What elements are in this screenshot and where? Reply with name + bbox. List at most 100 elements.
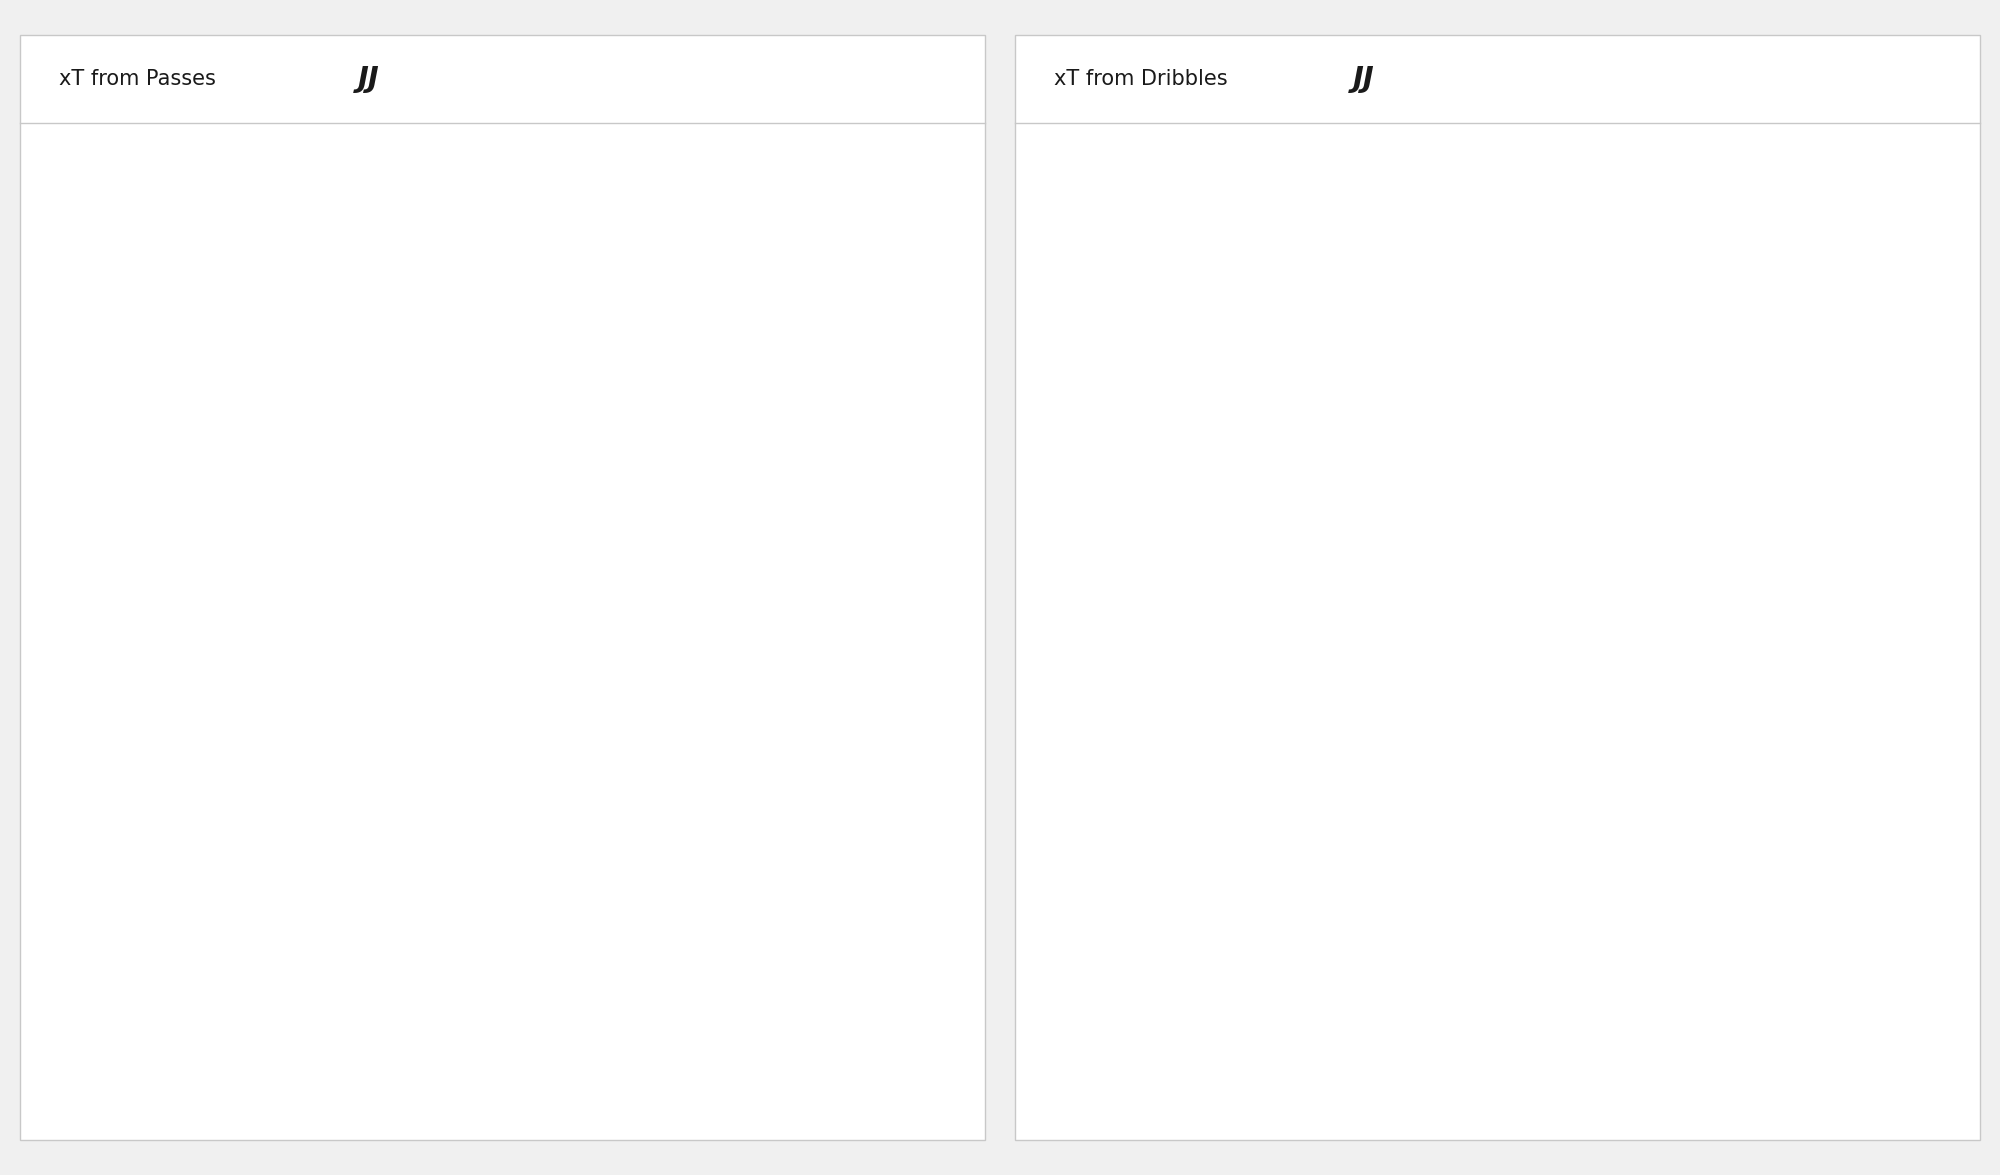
Text: 0.17: 0.17 <box>764 1026 792 1039</box>
Bar <box>1356 1015 1450 1048</box>
Text: xT from Dribbles: xT from Dribbles <box>1054 69 1228 89</box>
Text: JJ: JJ <box>1352 66 1374 93</box>
Bar <box>628 189 688 222</box>
Bar <box>628 1015 756 1048</box>
Bar <box>1450 253 1590 286</box>
Text: 0.26: 0.26 <box>832 263 860 276</box>
Text: 0: 0 <box>1438 200 1446 213</box>
Bar <box>628 508 704 540</box>
Text: 0: 0 <box>1438 454 1446 466</box>
Text: -0.126: -0.126 <box>484 454 526 466</box>
Text: 0.11: 0.11 <box>718 454 746 466</box>
Text: xT from Passes: xT from Passes <box>58 69 216 89</box>
Text: 0.08: 0.08 <box>694 200 724 213</box>
Bar <box>610 571 628 604</box>
Text: -0.032: -0.032 <box>556 517 598 530</box>
Text: 0.23: 0.23 <box>808 771 838 784</box>
Bar <box>1450 761 1476 794</box>
Text: Luca Pellegrini: Luca Pellegrini <box>276 644 372 657</box>
Text: Luca Pellegrini: Luca Pellegrini <box>1170 454 1268 466</box>
Text: 0: 0 <box>1460 898 1468 912</box>
Text: 0.10: 0.10 <box>710 517 740 530</box>
Text: Danilo Luiz da Silva: Danilo Luiz da Silva <box>242 327 372 340</box>
Text: Leonardo Bonucci: Leonardo Bonucci <box>1148 517 1268 530</box>
Bar <box>628 698 894 731</box>
Text: 0.07: 0.07 <box>688 1089 716 1102</box>
Text: -0.048: -0.048 <box>542 1089 586 1102</box>
Text: Wojciech  Szczęsny: Wojciech Szczęsny <box>244 200 372 213</box>
Bar <box>1450 825 1470 858</box>
Text: 0: 0 <box>1438 898 1446 912</box>
Text: 0: 0 <box>1438 771 1446 784</box>
Bar <box>530 761 628 794</box>
Bar <box>620 952 628 985</box>
Bar <box>532 443 628 477</box>
Text: 0.23: 0.23 <box>808 327 838 340</box>
Text: 0.004: 0.004 <box>1480 1089 1518 1102</box>
Bar <box>604 508 628 540</box>
Text: 0: 0 <box>1438 707 1446 720</box>
Text: 0: 0 <box>1460 580 1468 593</box>
Bar <box>1450 380 1470 414</box>
Text: 0: 0 <box>1460 517 1468 530</box>
Bar <box>628 888 666 921</box>
Bar <box>536 380 628 414</box>
Bar <box>592 1079 628 1112</box>
Bar <box>628 761 802 794</box>
Text: -0.009: -0.009 <box>1360 263 1402 276</box>
Text: 0: 0 <box>1438 580 1446 593</box>
Text: 0: 0 <box>1438 834 1446 847</box>
Text: -0.029: -0.029 <box>558 898 600 912</box>
Text: Arthur Henrique Ramos
de Oliveira Melo: Arthur Henrique Ramos de Oliveira Melo <box>1110 827 1268 855</box>
Text: Manuel Locatelli: Manuel Locatelli <box>1160 707 1268 720</box>
Text: 0.005: 0.005 <box>1484 771 1522 784</box>
Text: 0.004: 0.004 <box>1480 390 1518 403</box>
Bar <box>628 1079 680 1112</box>
Text: JJ: JJ <box>358 66 380 93</box>
Bar <box>1450 698 1516 731</box>
Text: Denis Lemi Zakaria Lako
Lado: Denis Lemi Zakaria Lako Lado <box>210 954 372 982</box>
Text: -0.009: -0.009 <box>572 961 614 975</box>
Text: 0.35: 0.35 <box>900 707 930 720</box>
Text: Arthur Henrique Ramos
ade Oliveira Melo: Arthur Henrique Ramos ade Oliveira Melo <box>216 891 372 919</box>
Text: 0: 0 <box>1438 1089 1446 1102</box>
Text: -0.001: -0.001 <box>1400 644 1442 657</box>
Text: 0: 0 <box>1460 644 1468 657</box>
Bar <box>624 253 628 286</box>
Text: Alex Sandro Lobo Silva: Alex Sandro Lobo Silva <box>1116 644 1268 657</box>
Text: -0.231: -0.231 <box>404 834 446 847</box>
Text: 0.004: 0.004 <box>1480 834 1518 847</box>
Bar <box>1406 253 1450 286</box>
Text: Wojciech  Szczęsny: Wojciech Szczęsny <box>1138 200 1268 213</box>
Text: -0.038: -0.038 <box>550 327 592 340</box>
Bar <box>1450 316 1560 349</box>
Bar <box>1450 1079 1470 1112</box>
Text: Juan Guillermo Cuadrado
Bello: Juan Guillermo Cuadrado Bello <box>206 445 372 475</box>
Bar <box>626 189 628 222</box>
Bar <box>584 698 628 731</box>
Text: 0.20: 0.20 <box>786 390 814 403</box>
Text: 0.028: 0.028 <box>1600 263 1636 276</box>
Text: Dušan Vlahović: Dušan Vlahović <box>270 1089 372 1102</box>
Text: Manuel Locatelli: Manuel Locatelli <box>264 707 372 720</box>
Text: 0: 0 <box>1438 517 1446 530</box>
Text: Matthijs de Ligt: Matthijs de Ligt <box>270 517 372 530</box>
Bar <box>604 1015 628 1048</box>
Bar <box>1450 1015 1804 1048</box>
Text: 0.022: 0.022 <box>1570 327 1606 340</box>
Text: -0.005: -0.005 <box>576 263 618 276</box>
Text: Juan Guillermo Cuadrado
Bello: Juan Guillermo Cuadrado Bello <box>1100 255 1268 284</box>
Text: Adrien Rabiot: Adrien Rabiot <box>282 834 372 847</box>
Text: Álvaro Borja Morata
Martín: Álvaro Borja Morata Martín <box>1136 1016 1268 1047</box>
Bar <box>628 571 688 604</box>
Bar <box>606 888 628 921</box>
Text: -0.129: -0.129 <box>482 771 524 784</box>
Bar <box>628 825 680 858</box>
Text: 0.05: 0.05 <box>672 898 702 912</box>
Text: Adrien Rabiot: Adrien Rabiot <box>1178 771 1268 784</box>
Bar <box>628 443 712 477</box>
Text: 0.013: 0.013 <box>1524 707 1562 720</box>
Text: Leonardo Bonucci: Leonardo Bonucci <box>254 263 372 276</box>
Text: -0.031: -0.031 <box>556 1026 598 1039</box>
Text: -0.003: -0.003 <box>578 200 620 213</box>
